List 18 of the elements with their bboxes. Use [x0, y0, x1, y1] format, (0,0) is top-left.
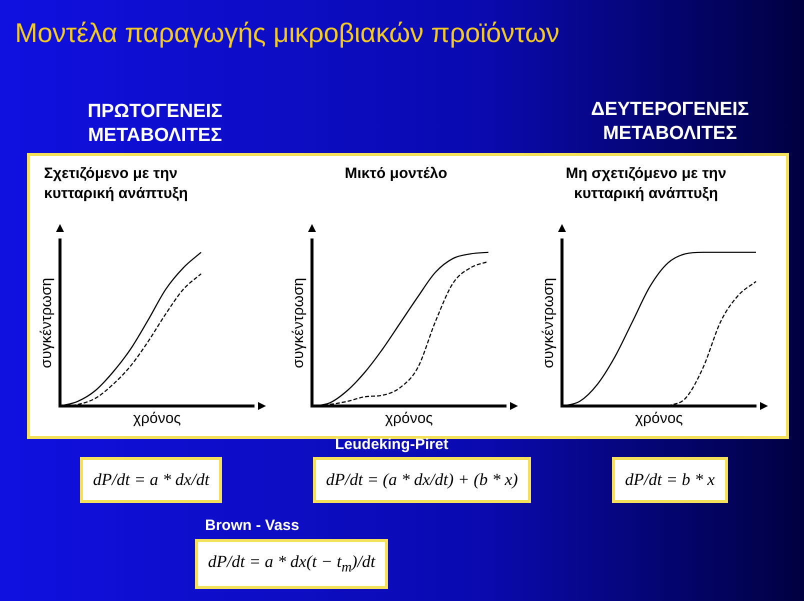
x-axis-title: χρόνος: [635, 410, 683, 428]
y-axis-title: συγκέντρωση: [290, 278, 308, 368]
text: dP/dt = b * x: [612, 457, 728, 503]
y-axis-title: συγκέντρωση: [540, 278, 558, 368]
x-axis-title: χρόνος: [385, 410, 433, 428]
text: Leudeking-Piret: [335, 436, 448, 453]
text: ΠΡΩΤΟΓΕΝΕΙΣ ΜΕΤΑΒΟΛΙΤΕΣ: [86, 100, 224, 148]
text: ΔΕΥΤΕΡΟΓΕΝΕΙΣ ΜΕΤΑΒΟΛΙΤΕΣ: [590, 98, 750, 146]
text: dP/dt = (a * dx/dt) + (b * x): [313, 457, 531, 503]
x-axis-title: χρόνος: [133, 410, 181, 428]
chart-title: Σχετιζόμενο με την κυτταρική ανάπτυξη: [44, 164, 189, 204]
y-axis-title: συγκέντρωση: [38, 278, 56, 368]
chart-title: Μικτό μοντέλο: [344, 164, 448, 184]
text: Brown - Vass: [205, 517, 300, 534]
text: Μοντέλα παραγωγής μικροβιακών προϊόντων: [15, 18, 560, 49]
chart-title: Μη σχετιζόμενο με την κυτταρική ανάπτυξη: [564, 164, 728, 204]
text: dP/dt = a * dx/dt: [80, 457, 222, 503]
text: dP/dt = a * dx(t − t$_{m}$)/dt: [195, 539, 388, 590]
